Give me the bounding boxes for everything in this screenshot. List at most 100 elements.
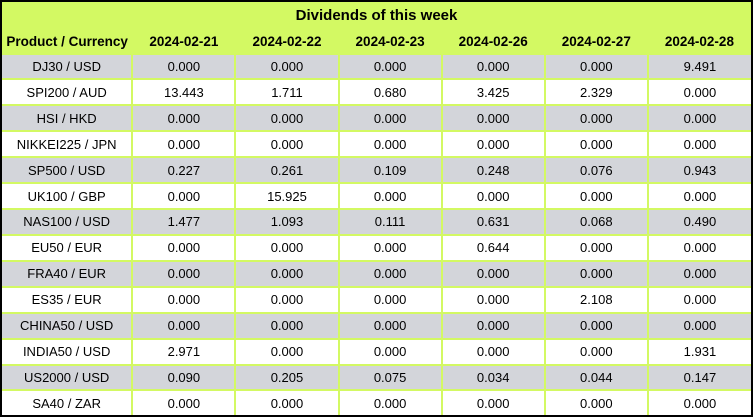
dividend-value-cell: 1.931	[646, 337, 751, 366]
dividend-value-cell: 0.000	[440, 337, 546, 366]
dividend-value-cell: 0.000	[234, 55, 340, 81]
column-header-date: 2024-02-27	[544, 28, 648, 55]
dividend-value-cell: 0.000	[337, 311, 443, 340]
dividend-value-cell: 0.000	[131, 285, 237, 314]
dividend-value-cell: 0.000	[131, 311, 237, 340]
table-row: DJ30 / USD 0.000 0.000 0.000 0.000 0.000 9.491	[2, 55, 751, 81]
product-cell: EU50 / EUR	[2, 233, 134, 262]
column-header-date: 2024-02-26	[441, 28, 545, 55]
dividend-value-cell: 0.000	[131, 104, 237, 133]
table-header: Product / Currency 2024-02-21 2024-02-22 20…	[2, 28, 751, 55]
dividend-value-cell: 0.000	[234, 104, 340, 133]
column-header-product: Product / Currency	[2, 28, 133, 55]
table-row: NAS100 / USD 1.477 1.093 0.111 0.631 0.068 0.4…	[2, 208, 751, 236]
dividend-value-cell: 13.443	[131, 78, 237, 107]
table-row: HSI / HKD 0.000 0.000 0.000 0.000 0.000 0.000	[2, 104, 751, 133]
dividend-value-cell: 0.000	[234, 285, 340, 314]
dividend-value-cell: 9.491	[646, 55, 751, 81]
table-row: INDIA50 / USD 2.971 0.000 0.000 0.000 0.000 1.…	[2, 337, 751, 366]
dividend-value-cell: 0.000	[440, 311, 546, 340]
product-cell: NAS100 / USD	[2, 208, 134, 236]
dividend-value-cell: 0.000	[543, 55, 649, 81]
dividend-value-cell: 0.205	[234, 363, 340, 392]
dividend-value-cell: 2.971	[131, 337, 237, 366]
column-header-date: 2024-02-22	[235, 28, 339, 55]
product-cell: CHINA50 / USD	[2, 311, 134, 340]
dividend-value-cell: 0.000	[646, 104, 751, 133]
product-cell: FRA40 / EUR	[2, 259, 134, 288]
dividend-value-cell: 0.000	[440, 182, 546, 211]
dividend-value-cell: 0.000	[337, 104, 443, 133]
table-row: UK100 / GBP 0.000 15.925 0.000 0.000 0.000 0.0…	[2, 182, 751, 211]
dividend-value-cell: 0.075	[337, 363, 443, 392]
dividend-value-cell: 0.000	[440, 389, 546, 415]
dividend-value-cell: 0.109	[337, 156, 443, 185]
table-row: US2000 / USD 0.090 0.205 0.075 0.034 0.044 0.1…	[2, 363, 751, 392]
product-cell: US2000 / USD	[2, 363, 134, 392]
dividend-value-cell: 0.000	[337, 130, 443, 159]
dividend-value-cell: 0.090	[131, 363, 237, 392]
dividend-value-cell: 0.000	[646, 285, 751, 314]
dividend-value-cell: 0.000	[440, 259, 546, 288]
dividend-value-cell: 0.000	[440, 130, 546, 159]
dividend-value-cell: 0.000	[646, 389, 751, 415]
dividend-value-cell: 0.000	[234, 389, 340, 415]
dividend-value-cell: 0.000	[646, 78, 751, 107]
table-row: ES35 / EUR 0.000 0.000 0.000 0.000 2.108 0.000	[2, 285, 751, 314]
column-header-date: 2024-02-21	[132, 28, 236, 55]
dividend-value-cell: 3.425	[440, 78, 546, 107]
product-cell: NIKKEI225 / JPN	[2, 130, 134, 159]
dividend-value-cell: 0.147	[646, 363, 751, 392]
product-cell: ES35 / EUR	[2, 285, 134, 314]
dividend-value-cell: 0.000	[337, 182, 443, 211]
dividend-value-cell: 0.000	[234, 130, 340, 159]
dividend-value-cell: 15.925	[234, 182, 340, 211]
dividend-value-cell: 0.000	[543, 259, 649, 288]
dividend-value-cell: 0.000	[543, 233, 649, 262]
dividend-value-cell: 0.000	[131, 182, 237, 211]
dividend-value-cell: 0.068	[543, 208, 649, 236]
dividend-value-cell: 0.000	[234, 337, 340, 366]
table-row: CHINA50 / USD 0.000 0.000 0.000 0.000 0.000 0.…	[2, 311, 751, 340]
dividend-value-cell: 0.000	[646, 259, 751, 288]
dividend-value-cell: 0.000	[543, 130, 649, 159]
dividend-value-cell: 0.000	[543, 311, 649, 340]
dividend-value-cell: 0.000	[646, 182, 751, 211]
product-cell: INDIA50 / USD	[2, 337, 134, 366]
dividend-value-cell: 0.000	[646, 311, 751, 340]
dividend-value-cell: 0.111	[337, 208, 443, 236]
column-header-date: 2024-02-23	[338, 28, 442, 55]
dividend-value-cell: 0.000	[646, 233, 751, 262]
dividend-value-cell: 0.490	[646, 208, 751, 236]
dividend-value-cell: 1.711	[234, 78, 340, 107]
dividend-value-cell: 0.044	[543, 363, 649, 392]
dividend-value-cell: 1.477	[131, 208, 237, 236]
dividend-value-cell: 0.000	[440, 285, 546, 314]
dividend-value-cell: 0.000	[337, 285, 443, 314]
dividend-value-cell: 0.227	[131, 156, 237, 185]
product-cell: SP500 / USD	[2, 156, 134, 185]
dividend-value-cell: 0.000	[646, 130, 751, 159]
dividend-value-cell: 2.108	[543, 285, 649, 314]
dividend-value-cell: 0.000	[543, 389, 649, 415]
page-title: Dividends of this week	[295, 6, 458, 24]
table-row: SA40 / ZAR 0.000 0.000 0.000 0.000 0.000 0.000	[2, 389, 751, 415]
product-cell: HSI / HKD	[2, 104, 134, 133]
dividend-value-cell: 0.000	[337, 259, 443, 288]
dividend-value-cell: 0.644	[440, 233, 546, 262]
dividend-value-cell: 0.000	[234, 311, 340, 340]
header-row: Product / Currency 2024-02-21 2024-02-22 20…	[2, 28, 751, 55]
dividend-value-cell: 0.000	[337, 389, 443, 415]
dividend-value-cell: 2.329	[543, 78, 649, 107]
dividend-value-cell: 0.000	[543, 182, 649, 211]
dividend-value-cell: 0.000	[337, 337, 443, 366]
dividend-value-cell: 0.943	[646, 156, 751, 185]
dividend-value-cell: 0.000	[543, 337, 649, 366]
dividend-value-cell: 0.000	[234, 233, 340, 262]
table-row: SPI200 / AUD 13.443 1.711 0.680 3.425 2.329 0.…	[2, 78, 751, 107]
product-cell: SPI200 / AUD	[2, 78, 134, 107]
dividend-value-cell: 0.000	[131, 55, 237, 81]
dividend-value-cell: 0.000	[131, 259, 237, 288]
dividend-value-cell: 0.034	[440, 363, 546, 392]
product-cell: DJ30 / USD	[2, 55, 134, 81]
